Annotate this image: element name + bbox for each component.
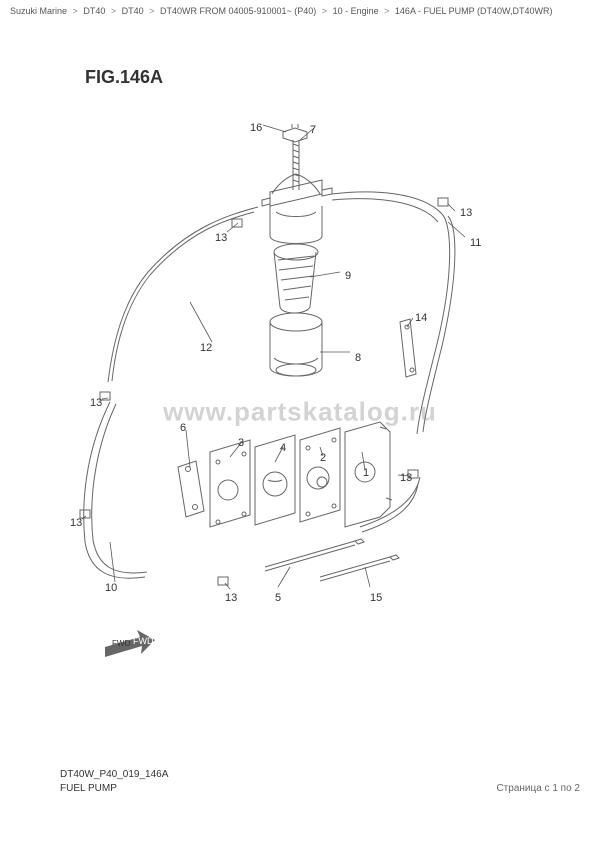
callout-12: 12 — [200, 342, 212, 354]
breadcrumb: Suzuki Marine > DT40 > DT40 > DT40WR FRO… — [0, 0, 600, 22]
callout-13: 13 — [70, 517, 82, 529]
diagram-area: FIG.146A — [0, 22, 600, 802]
callout-5: 5 — [275, 592, 281, 604]
fwd-label-text: FWD — [112, 639, 130, 648]
callout-13: 13 — [215, 232, 227, 244]
crumb-0[interactable]: Suzuki Marine — [10, 6, 67, 16]
callout-11: 11 — [470, 237, 481, 249]
crumb-2[interactable]: DT40 — [122, 6, 144, 16]
callout-13: 13 — [400, 472, 412, 484]
callout-4: 4 — [280, 442, 286, 454]
diagram-svg: FWD FWD — [0, 22, 600, 802]
crumb-sep: > — [384, 6, 389, 16]
callout-10: 10 — [105, 582, 117, 594]
callout-13: 13 — [90, 397, 102, 409]
page-indicator: Страница с 1 по 2 — [496, 783, 580, 794]
callout-3: 3 — [238, 437, 244, 449]
callout-1: 1 — [363, 467, 369, 479]
crumb-sep: > — [111, 6, 116, 16]
callout-9: 9 — [345, 270, 351, 282]
callout-13: 13 — [460, 207, 472, 219]
crumb-sep: > — [73, 6, 78, 16]
callout-16: 16 — [250, 122, 262, 134]
callout-15: 15 — [370, 592, 382, 604]
callout-14: 14 — [415, 312, 427, 324]
crumb-sep: > — [322, 6, 327, 16]
callout-2: 2 — [320, 452, 326, 464]
crumb-sep: > — [149, 6, 154, 16]
fwd-label: FWD — [133, 636, 154, 646]
crumb-3[interactable]: DT40WR FROM 04005-910001~ (P40) — [160, 6, 316, 16]
crumb-1[interactable]: DT40 — [83, 6, 105, 16]
figure-code: DT40W_P40_019_146A — [60, 769, 168, 780]
crumb-5[interactable]: 146A - FUEL PUMP (DT40W,DT40WR) — [395, 6, 553, 16]
callout-8: 8 — [355, 352, 361, 364]
figure-label: FUEL PUMP — [60, 783, 117, 794]
crumb-4[interactable]: 10 - Engine — [333, 6, 379, 16]
callout-6: 6 — [180, 422, 186, 434]
callout-13: 13 — [225, 592, 237, 604]
callout-7: 7 — [310, 124, 316, 136]
